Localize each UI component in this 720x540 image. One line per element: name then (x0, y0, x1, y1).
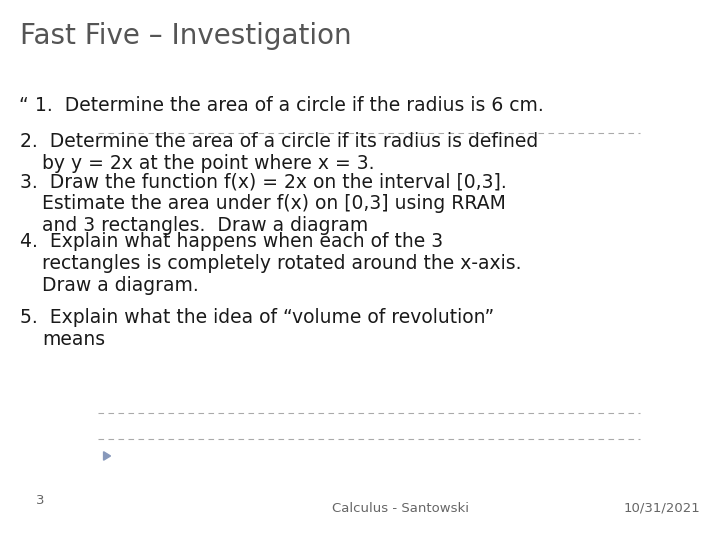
Text: 4.  Explain what happens when each of the 3: 4. Explain what happens when each of the… (20, 232, 443, 251)
Text: Draw a diagram.: Draw a diagram. (42, 276, 199, 295)
Polygon shape (104, 452, 111, 460)
Text: means: means (42, 330, 105, 349)
Text: Estimate the area under f(x) on [0,3] using RRAM: Estimate the area under f(x) on [0,3] us… (42, 194, 506, 213)
Text: 5.  Explain what the idea of “volume of revolution”: 5. Explain what the idea of “volume of r… (20, 308, 494, 327)
Text: Fast Five – Investigation: Fast Five – Investigation (20, 22, 351, 50)
Text: and 3 rectangles.  Draw a diagram: and 3 rectangles. Draw a diagram (42, 216, 368, 235)
Text: 10/31/2021: 10/31/2021 (624, 502, 700, 515)
Text: 1.  Determine the area of a circle if the radius is 6 cm.: 1. Determine the area of a circle if the… (35, 96, 544, 115)
Text: 2.  Determine the area of a circle if its radius is defined: 2. Determine the area of a circle if its… (20, 132, 539, 151)
Text: 3: 3 (36, 494, 45, 507)
Text: 3.  Draw the function f(x) = 2x on the interval [0,3].: 3. Draw the function f(x) = 2x on the in… (20, 172, 507, 191)
Text: by y = 2x at the point where x = 3.: by y = 2x at the point where x = 3. (42, 154, 374, 173)
Text: rectangles is completely rotated around the x-axis.: rectangles is completely rotated around … (42, 254, 521, 273)
Text: “: “ (18, 96, 27, 115)
Text: Calculus - Santowski: Calculus - Santowski (331, 502, 469, 515)
